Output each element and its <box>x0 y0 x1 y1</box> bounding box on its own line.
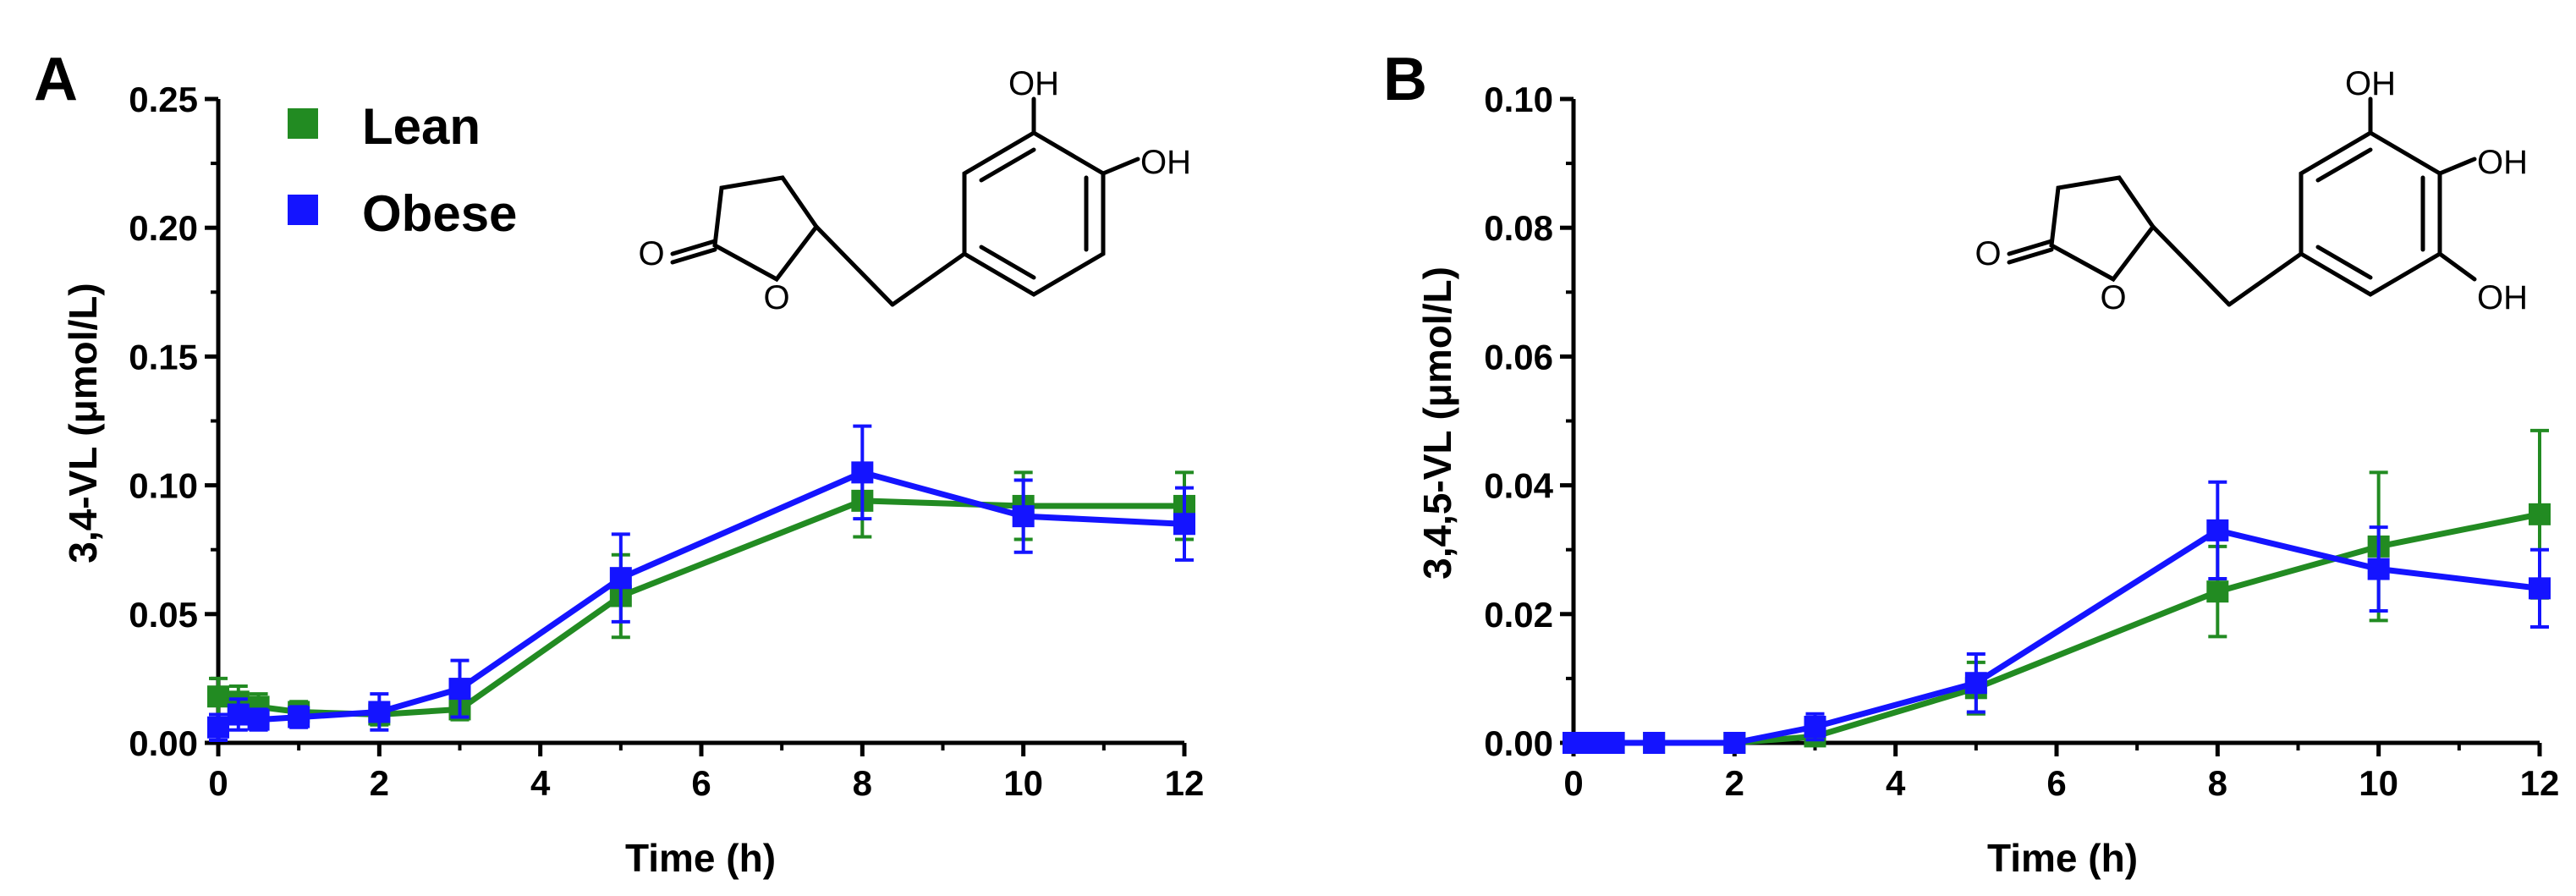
panel-b-obese-point <box>1723 732 1746 754</box>
panel-b: B 3,4,5-VL (μmol/L) Time (h) 0.000.020.0… <box>1383 46 2559 880</box>
panel-a-obese-point <box>851 461 874 484</box>
panel-a-axes: 0.00 0.05 0.10 0.15 0.20 0.25 0 2 4 6 8 10 12 <box>129 80 1204 803</box>
panel-a-obese-point <box>368 701 391 723</box>
panel-b-obese-line <box>1574 527 2540 746</box>
legend-label-obese: Obese <box>362 185 517 242</box>
panel-b-obese-point <box>1563 732 1585 754</box>
panel-a-series <box>207 424 1195 742</box>
panel-a-x-tick-label: 10 <box>1003 763 1043 803</box>
panel-a-obese-point <box>1012 505 1035 528</box>
panel-a-x-tick-label: 0 <box>208 763 228 803</box>
panel-b-x-tick-label: 6 <box>2046 763 2066 803</box>
panel-b-obese-point <box>1964 672 1987 695</box>
panel-a-y-tick-label: 0.05 <box>129 595 198 635</box>
panel-b-y-tick-label: 0.00 <box>1484 723 1553 763</box>
panel-a-x-tick-label: 12 <box>1165 763 1205 803</box>
structure-b-label-oh-top: OH <box>2345 65 2396 102</box>
panel-b-x-tick-label: 4 <box>1886 763 1906 803</box>
panel-a-x-tick-label: 2 <box>370 763 389 803</box>
panel-a-y-axis-label: 3,4-VL (μmol/L) <box>61 283 105 563</box>
panel-a-x-tick-label: 8 <box>853 763 872 803</box>
panel-b-series <box>1563 428 2551 754</box>
panel-a-y-tick-label: 0.25 <box>129 80 198 119</box>
panel-b-obese-point <box>1643 732 1666 754</box>
panel-b-y-tick-label: 0.10 <box>1484 80 1553 119</box>
legend-swatch-lean <box>288 108 318 139</box>
structure-b <box>2007 96 2477 307</box>
structure-b-label-oh-bottom: OH <box>2477 279 2528 316</box>
panel-b-lean-point <box>2529 503 2551 525</box>
panel-a-lean-line <box>217 497 1184 717</box>
panel-b-x-tick-label: 12 <box>2520 763 2560 803</box>
panel-b-obese-point <box>2206 519 2229 541</box>
panel-a-obese-point <box>288 706 310 728</box>
panel-b-obese-point <box>1602 732 1625 754</box>
panel-b-y-tick-label: 0.02 <box>1484 595 1553 635</box>
legend: Lean Obese <box>288 98 517 242</box>
structure-b-label-carbonyl-o: O <box>1975 235 2001 272</box>
panel-b-y-tick-label: 0.04 <box>1484 466 1553 506</box>
structure-b-label-ring-o: O <box>2100 279 2126 316</box>
panel-a-y-tick-label: 0.15 <box>129 337 198 377</box>
panel-b-x-tick-label: 2 <box>1725 763 1744 803</box>
panel-b-letter: B <box>1383 46 1427 113</box>
panel-b-lean-line <box>1574 511 2540 746</box>
panel-a-obese-line <box>217 469 1185 730</box>
panel-a-x-axis-label: Time (h) <box>625 836 776 880</box>
panel-a-x-tick-label: 4 <box>530 763 551 803</box>
structure-a-label-oh-right: OH <box>1140 144 1191 181</box>
panel-b-x-tick-label: 0 <box>1563 763 1583 803</box>
panel-a-obese-point <box>247 708 270 731</box>
panel-b-obese-point <box>2529 577 2551 600</box>
panel-b-obese-point <box>2367 558 2390 580</box>
panel-a-series-lean <box>207 463 1195 727</box>
panel-b-axes: 0.00 0.02 0.04 0.06 0.08 0.10 0 2 4 6 8 10 12 <box>1484 80 2559 803</box>
structure-a <box>670 96 1140 307</box>
panel-b-obese-point <box>1582 732 1605 754</box>
panel-a-series-obese <box>207 424 1195 742</box>
legend-swatch-obese <box>288 195 318 225</box>
panel-b-x-tick-label: 8 <box>2208 763 2227 803</box>
panel-a: A 3,4-VL (μmol/L) Time (h) 0.000.050.100… <box>34 46 1204 880</box>
panel-b-y-tick-label: 0.06 <box>1484 337 1553 377</box>
panel-a-obese-point <box>1173 513 1195 536</box>
panel-a-y-tick-label: 0.10 <box>129 466 198 506</box>
panel-b-y-axis-label: 3,4,5-VL (μmol/L) <box>1415 267 1459 580</box>
panel-b-series-lean <box>1563 428 2551 754</box>
panel-a-y-tick-label: 0.20 <box>129 208 198 248</box>
panel-a-obese-point <box>448 678 471 701</box>
panel-a-x-tick-label: 6 <box>691 763 711 803</box>
structure-a-label-carbonyl-o: O <box>638 235 664 272</box>
panel-a-obese-point <box>207 716 229 739</box>
panel-b-x-tick-label: 10 <box>2359 763 2398 803</box>
panel-b-x-axis-label: Time (h) <box>1987 836 2138 880</box>
structure-a-label-ring-o: O <box>763 279 789 316</box>
panel-a-obese-point <box>609 567 632 590</box>
panel-b-series-obese <box>1563 480 2551 754</box>
panel-a-letter: A <box>34 46 78 113</box>
structure-b-label-oh-right: OH <box>2477 144 2528 181</box>
panel-a-lean-point <box>207 685 229 708</box>
panel-b-obese-point <box>1804 715 1826 738</box>
panel-a-obese-point <box>227 703 250 726</box>
structure-a-label-oh-top: OH <box>1008 65 1059 102</box>
legend-label-lean: Lean <box>362 98 481 155</box>
panel-b-y-tick-label: 0.08 <box>1484 208 1553 248</box>
panel-a-y-tick-label: 0.00 <box>129 723 198 763</box>
panel-b-lean-point <box>2206 580 2229 603</box>
